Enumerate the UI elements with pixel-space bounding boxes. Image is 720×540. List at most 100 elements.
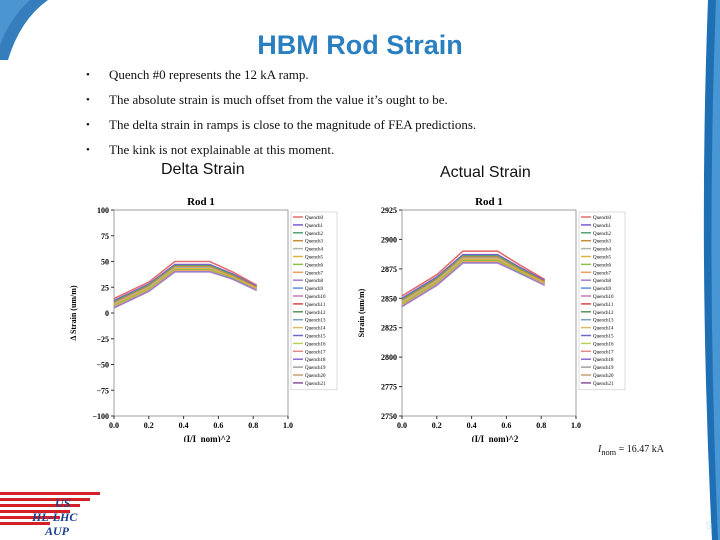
plot-frame bbox=[401, 209, 577, 417]
bullet-item: • The absolute strain is much offset from… bbox=[86, 91, 476, 116]
logo-stripes bbox=[0, 492, 100, 525]
y-axis-label: Strain (um/m) bbox=[357, 288, 366, 337]
slide-title: HBM Rod Strain bbox=[257, 30, 463, 60]
legend-entry: Quench6 bbox=[593, 263, 612, 268]
y-tick-label: −25 bbox=[96, 335, 109, 344]
bullet-dot-icon: • bbox=[86, 94, 90, 106]
legend-entry: Quench11 bbox=[593, 303, 614, 308]
legend-entry: Quench14 bbox=[305, 327, 326, 332]
legend-entry: Quench19 bbox=[305, 366, 326, 371]
legend-entry: Quench20 bbox=[305, 374, 326, 379]
y-tick-label: 75 bbox=[101, 232, 109, 241]
legend-entry: Quench16 bbox=[305, 342, 326, 347]
bullet-item: • The kink is not explainable at this mom… bbox=[86, 141, 476, 166]
legend-entry: Quench19 bbox=[593, 366, 614, 371]
y-tick-label: 2825 bbox=[381, 324, 397, 333]
x-axis-label: (I/I_nom)^2 bbox=[184, 434, 231, 442]
y-tick-label: 0 bbox=[105, 309, 109, 318]
bullet-text: The absolute strain is much offset from … bbox=[109, 92, 448, 107]
x-tick-label: 1.0 bbox=[283, 421, 293, 430]
y-tick-label: 2875 bbox=[381, 265, 397, 274]
y-tick-label: −75 bbox=[96, 386, 109, 395]
bullet-text: The delta strain in ramps is close to th… bbox=[109, 117, 477, 132]
legend-entry: Quench14 bbox=[593, 327, 614, 332]
legend-entry: Quench7 bbox=[593, 271, 612, 276]
logo-text-hl-lhc: HL-LHC bbox=[31, 510, 78, 524]
legend-entry: Quench15 bbox=[593, 335, 614, 340]
legend-entry: Quench2 bbox=[305, 232, 324, 237]
inom-symbol: I bbox=[598, 444, 602, 455]
actual-strain-label: Actual Strain bbox=[440, 164, 531, 181]
y-tick-label: −50 bbox=[96, 361, 109, 370]
legend-entry: Quench15 bbox=[305, 335, 326, 340]
series-line bbox=[401, 256, 546, 302]
series-line bbox=[401, 250, 546, 297]
y-tick-label: 50 bbox=[101, 258, 109, 267]
legend-entry: Quench20 bbox=[593, 374, 614, 379]
legend-entry: Quench9 bbox=[593, 287, 612, 292]
series-line bbox=[113, 271, 258, 309]
legend-entry: Quench10 bbox=[305, 295, 326, 300]
x-tick-label: 0.0 bbox=[109, 421, 119, 430]
y-axis-label: Δ Strain (um/m) bbox=[69, 285, 78, 341]
legend-entry: Quench6 bbox=[305, 263, 324, 268]
bullet-item: • The delta strain in ramps is close to t… bbox=[86, 116, 476, 141]
y-tick-label: 2925 bbox=[381, 206, 397, 215]
series-line bbox=[113, 260, 258, 300]
x-tick-label: 0.8 bbox=[248, 421, 258, 430]
chart-title: Rod 1 bbox=[475, 196, 503, 208]
legend-entry: Quench13 bbox=[593, 319, 614, 324]
legend-entry: Quench0 bbox=[593, 216, 612, 221]
logo-text-us: US bbox=[55, 496, 71, 510]
y-tick-label: 100 bbox=[97, 206, 109, 215]
legend-entry: Quench3 bbox=[593, 240, 612, 245]
legend-box bbox=[578, 211, 626, 391]
x-tick-label: 0.2 bbox=[144, 421, 154, 430]
series-line bbox=[401, 259, 546, 305]
legend-entry: Quench18 bbox=[593, 358, 614, 363]
inom-subscript: nom bbox=[601, 448, 617, 457]
legend-entry: Quench4 bbox=[593, 248, 612, 253]
delta-strain-label: Delta Strain bbox=[161, 161, 245, 178]
legend-entry: Quench7 bbox=[305, 271, 324, 276]
legend-entry: Quench8 bbox=[593, 279, 612, 284]
legend-entry: Quench21 bbox=[305, 382, 326, 387]
x-tick-label: 0.4 bbox=[467, 421, 477, 430]
legend-entry: Quench16 bbox=[593, 342, 614, 347]
inom-note: Inom = 16.47 kA bbox=[598, 444, 664, 457]
legend-entry: Quench12 bbox=[305, 311, 326, 316]
x-tick-label: 0.2 bbox=[432, 421, 442, 430]
legend-entry: Quench5 bbox=[593, 256, 612, 261]
y-tick-label: 2900 bbox=[381, 235, 397, 244]
y-tick-label: −100 bbox=[92, 412, 109, 421]
y-tick-label: 25 bbox=[101, 283, 109, 292]
legend-entry: Quench11 bbox=[305, 303, 326, 308]
series-line bbox=[113, 265, 258, 304]
corner-swoosh-left bbox=[0, 0, 48, 60]
x-tick-label: 0.8 bbox=[536, 421, 546, 430]
series-line bbox=[113, 267, 258, 306]
bullet-item: • Quench #0 represents the 12 kA ramp. bbox=[86, 66, 476, 91]
legend-entry: Quench4 bbox=[305, 248, 324, 253]
us-hl-lhc-aup-logo: US HL-LHC AUP bbox=[0, 492, 100, 538]
y-tick-label: 2775 bbox=[381, 383, 397, 392]
bullet-list: • Quench #0 represents the 12 kA ramp. • T… bbox=[86, 66, 476, 166]
y-tick-label: 2750 bbox=[381, 412, 397, 421]
legend-box bbox=[290, 211, 338, 391]
bullet-dot-icon: • bbox=[86, 144, 90, 156]
x-axis-label: (I/I_nom)^2 bbox=[472, 434, 519, 442]
series-line bbox=[401, 258, 546, 304]
series-line bbox=[401, 255, 546, 301]
series-line bbox=[401, 257, 546, 303]
x-tick-label: 1.0 bbox=[571, 421, 581, 430]
legend-entry: Quench10 bbox=[593, 295, 614, 300]
bullet-dot-icon: • bbox=[86, 69, 90, 81]
legend-entry: Quench12 bbox=[593, 311, 614, 316]
bullet-dot-icon: • bbox=[86, 119, 90, 131]
bullet-text: Quench #0 represents the 12 kA ramp. bbox=[109, 67, 309, 82]
y-tick-label: 2850 bbox=[381, 294, 397, 303]
plot-frame bbox=[113, 209, 289, 417]
legend-entry: Quench2 bbox=[593, 232, 612, 237]
bullet-text: The kink is not explainable at this mome… bbox=[109, 142, 335, 157]
legend-entry: Quench3 bbox=[305, 240, 324, 245]
